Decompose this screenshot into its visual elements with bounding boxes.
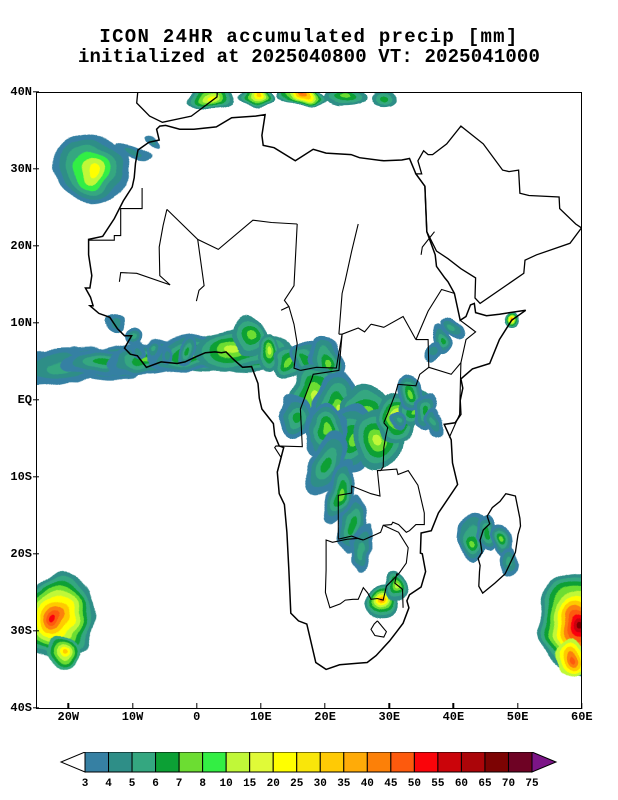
svg-text:20: 20 xyxy=(267,778,280,790)
svg-text:30: 30 xyxy=(314,778,327,790)
svg-text:6: 6 xyxy=(152,778,159,790)
svg-text:65: 65 xyxy=(478,778,492,790)
svg-text:70: 70 xyxy=(502,778,515,790)
svg-text:5: 5 xyxy=(129,778,136,790)
svg-text:35: 35 xyxy=(337,778,351,790)
svg-text:4: 4 xyxy=(105,778,112,790)
svg-text:60: 60 xyxy=(455,778,468,790)
svg-text:55: 55 xyxy=(431,778,445,790)
svg-text:3: 3 xyxy=(82,778,89,790)
svg-text:45: 45 xyxy=(384,778,398,790)
svg-text:8: 8 xyxy=(199,778,206,790)
svg-text:75: 75 xyxy=(525,778,539,790)
svg-text:15: 15 xyxy=(243,778,257,790)
svg-text:7: 7 xyxy=(176,778,183,790)
svg-text:50: 50 xyxy=(408,778,421,790)
svg-text:10: 10 xyxy=(220,778,233,790)
svg-text:40: 40 xyxy=(361,778,374,790)
svg-text:25: 25 xyxy=(290,778,304,790)
